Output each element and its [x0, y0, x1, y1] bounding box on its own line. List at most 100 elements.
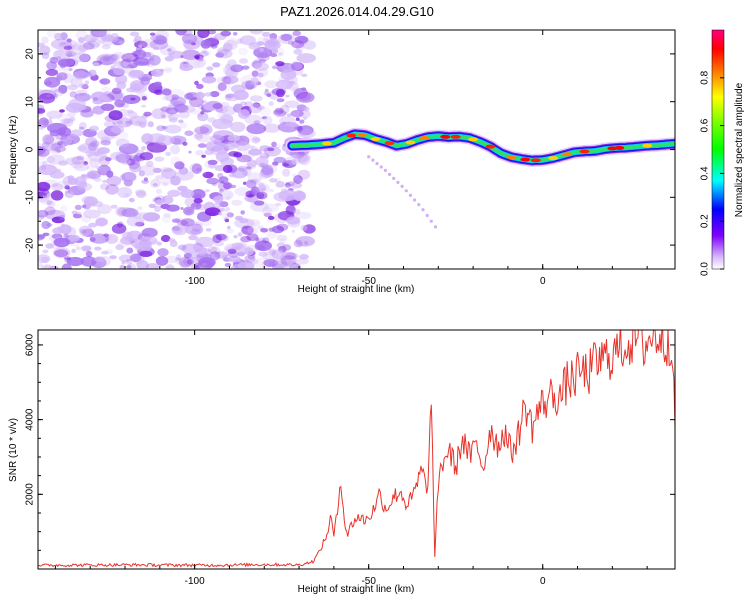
noise-speck [293, 192, 307, 202]
noise-speck [284, 182, 292, 188]
noise-speck [171, 218, 181, 223]
noise-speck [266, 93, 272, 97]
ridge-hotspot [346, 133, 357, 138]
noise-speck [295, 236, 315, 247]
noise-speck [138, 164, 157, 176]
noise-speck [102, 56, 112, 62]
noise-speck [193, 198, 203, 204]
colorbar-tick-label: 0.6 [700, 118, 711, 132]
noise-speck [227, 225, 231, 230]
noise-speck [113, 54, 121, 59]
colorbar-tick-label: 0.2 [700, 214, 711, 228]
noise-speck [41, 52, 50, 60]
spec-xtick-label: -50 [361, 276, 376, 287]
noise-speck [95, 166, 101, 170]
noise-speck [180, 218, 195, 227]
noise-speck [92, 105, 105, 115]
noise-speck [44, 76, 61, 88]
noise-speck [56, 72, 68, 81]
noise-speck [250, 146, 258, 151]
noise-speck [207, 159, 218, 165]
noise-speck [88, 149, 97, 156]
diagonal-trace-point [396, 180, 400, 184]
noise-speck [89, 125, 99, 132]
noise-speck [214, 142, 230, 154]
noise-speck [300, 129, 315, 139]
noise-speck [72, 213, 83, 219]
noise-speck [201, 262, 207, 267]
noise-speck [178, 256, 192, 268]
ridge-hotspot [405, 140, 416, 145]
noise-speck [121, 208, 139, 218]
noise-speck [250, 77, 259, 86]
noise-speck [204, 149, 214, 156]
noise-speck [222, 164, 233, 174]
noise-speck [296, 258, 309, 265]
noise-speck [195, 236, 215, 248]
noise-speck [63, 233, 69, 238]
noise-speck [266, 231, 277, 239]
noise-speck [92, 96, 99, 101]
noise-speck [194, 126, 210, 135]
noise-speck [216, 47, 229, 57]
snr-axes: -100 -50 0 2000 4000 6000 [25, 330, 675, 587]
noise-speck [68, 67, 73, 72]
noise-speck [290, 182, 303, 189]
noise-speck [291, 229, 296, 233]
noise-speck [72, 52, 90, 63]
noise-speck [293, 239, 303, 248]
noise-speck [82, 42, 95, 50]
noise-speck [205, 228, 212, 232]
noise-speck [161, 166, 173, 173]
noise-speck [44, 134, 63, 146]
noise-speck [143, 111, 152, 117]
noise-speck [219, 188, 224, 193]
noise-speck [303, 116, 307, 121]
noise-speck [46, 110, 63, 119]
noise-speck [219, 114, 234, 125]
noise-speck [276, 234, 288, 241]
noise-speck [66, 53, 74, 57]
noise-speck [274, 257, 287, 268]
noise-speck [223, 182, 233, 190]
ridge-hotspot [384, 141, 395, 146]
noise-speck [262, 237, 270, 244]
noise-speck [60, 205, 68, 212]
noise-speck [259, 145, 271, 152]
noise-speck [286, 216, 301, 225]
noise-speck [59, 224, 72, 235]
colorbar-label: Normalized spectral amplitude [734, 82, 745, 217]
noise-speck [141, 96, 147, 101]
noise-speck [268, 227, 276, 232]
noise-speck [83, 161, 88, 166]
noise-speck [165, 255, 179, 264]
noise-speck [156, 125, 167, 132]
noise-speck [39, 45, 51, 56]
noise-speck [193, 193, 202, 199]
noise-speck [196, 83, 204, 90]
snr-series-line [38, 330, 675, 568]
noise-speck [214, 251, 229, 259]
spec-ytick-label: -10 [25, 190, 36, 205]
noise-speck [38, 212, 44, 217]
noise-speck [271, 225, 284, 234]
noise-speck [49, 56, 59, 64]
noise-speck [83, 209, 101, 219]
noise-speck [220, 210, 230, 218]
noise-speck [280, 255, 297, 267]
noise-speck [195, 203, 206, 211]
noise-speck [260, 187, 266, 191]
noise-speck [150, 178, 161, 188]
noise-speck [261, 207, 273, 215]
noise-speck [38, 262, 43, 268]
snr-frame [37, 329, 676, 570]
noise-speck [68, 98, 86, 110]
noise-speck [202, 172, 207, 176]
noise-speck [190, 36, 199, 42]
spec-ytick-label: -20 [25, 237, 36, 252]
noise-speck [88, 69, 97, 77]
noise-speck [230, 64, 244, 73]
noise-speck [280, 33, 293, 42]
noise-speck [42, 119, 53, 125]
